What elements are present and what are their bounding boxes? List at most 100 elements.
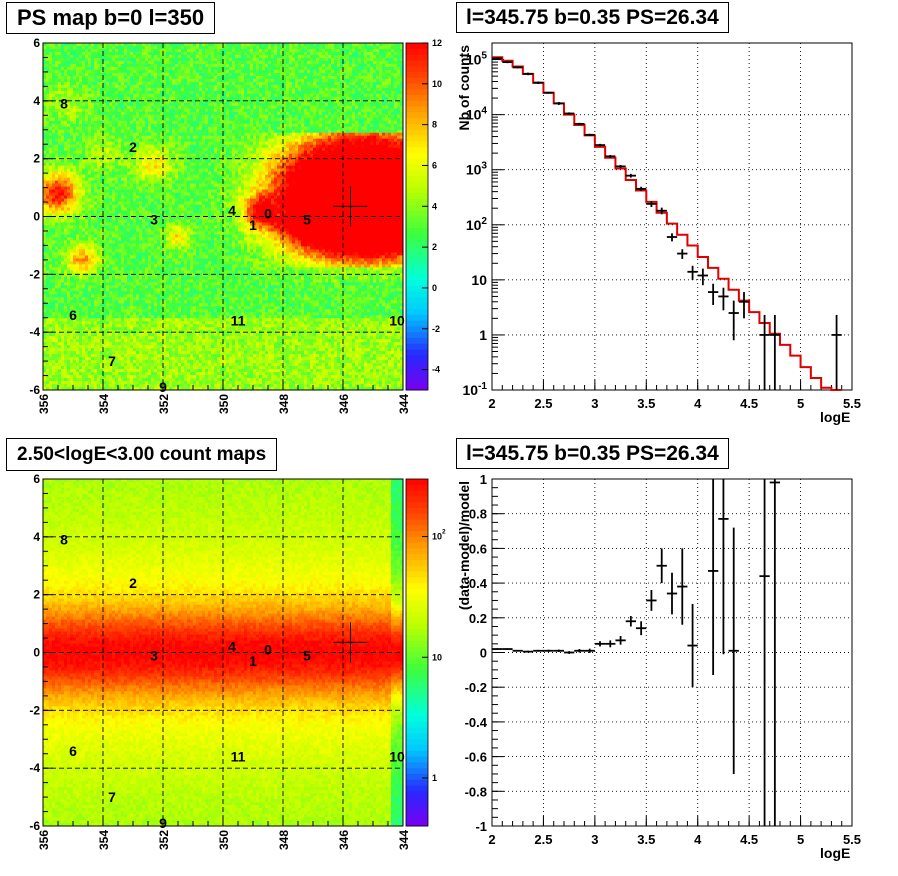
x-tick-label: 350 (217, 394, 231, 414)
y-tick-label: -2 (29, 703, 40, 717)
colorbar-tick-label: 102 (432, 529, 446, 542)
y-tick-label: -0.2 (465, 680, 487, 695)
y-tick-label: 10 (471, 272, 487, 288)
x-tick-label: 2.5 (534, 832, 552, 847)
x-tick-label: 4.5 (740, 832, 758, 847)
source-label: 1 (249, 653, 257, 669)
y-tick-label: 6 (33, 36, 40, 50)
y-tick-label: 2 (33, 588, 40, 602)
source-label: 7 (108, 789, 116, 805)
source-label: 11 (231, 749, 246, 765)
x-axis-label: logE (820, 845, 850, 861)
y-tick-label: 4 (33, 530, 40, 544)
source-label: 0 (264, 206, 272, 222)
y-tick-label: -0.6 (465, 750, 487, 765)
x-tick-label: 348 (277, 394, 291, 414)
colorbar-tick-label: -2 (432, 324, 440, 334)
x-tick-label: 352 (157, 830, 171, 850)
y-tick-label: -4 (29, 761, 40, 775)
colorbar-tick-label: 0 (432, 283, 437, 293)
y-tick-label: 10-1 (462, 381, 487, 398)
colorbar-tick-label: 2 (432, 242, 437, 252)
x-axis-label: logE (820, 409, 850, 425)
ps-map-title: PS map b=0 l=350 (6, 2, 215, 34)
source-label: 5 (303, 211, 311, 227)
source-label: 2 (129, 139, 137, 155)
x-tick-label: 3.5 (637, 832, 655, 847)
y-tick-label: 103 (466, 161, 488, 178)
source-label: 3 (150, 647, 158, 663)
source-label: 9 (159, 815, 167, 831)
source-label: 6 (69, 743, 77, 759)
x-tick-label: 2 (488, 396, 495, 411)
y-tick-label: 1 (480, 472, 487, 487)
x-tick-label: 344 (397, 394, 411, 414)
colorbar-tick-label: 12 (432, 38, 442, 48)
source-label: 4 (228, 639, 236, 655)
y-tick-label: 1 (479, 327, 487, 343)
source-label: 9 (159, 379, 167, 395)
x-tick-label: 350 (217, 830, 231, 850)
y-tick-label: -6 (29, 819, 40, 833)
y-tick-label: -4 (29, 325, 40, 339)
colorbar-tick-label: 1 (432, 773, 437, 783)
source-label: 8 (60, 532, 68, 548)
y-tick-label: -6 (29, 383, 40, 397)
y-axis-label: Nb of counts (456, 45, 472, 131)
x-tick-label: 344 (397, 830, 411, 850)
x-tick-label: 346 (337, 830, 351, 850)
source-label: 10 (389, 313, 405, 329)
colorbar-tick-label: 10 (432, 652, 442, 662)
x-tick-label: 4 (694, 832, 702, 847)
source-label: 3 (150, 211, 158, 227)
colorbar-tick-label: 4 (432, 201, 437, 211)
x-tick-label: 2.5 (534, 396, 552, 411)
source-label: 2 (129, 575, 137, 591)
y-tick-label: 2 (33, 152, 40, 166)
colorbar-tick-label: -4 (432, 365, 440, 375)
source-label: 1 (249, 217, 257, 233)
x-tick-label: 348 (277, 830, 291, 850)
y-tick-label: -2 (29, 267, 40, 281)
y-tick-label: 0 (33, 646, 40, 660)
y-tick-label: 6 (33, 472, 40, 486)
y-tick-label: 0.2 (469, 611, 487, 626)
y-tick-label: -1 (475, 819, 487, 834)
x-tick-label: 5 (797, 396, 804, 411)
colorbar (406, 43, 428, 391)
x-tick-label: 352 (157, 394, 171, 414)
colorbar (406, 479, 428, 827)
x-tick-label: 354 (97, 394, 111, 414)
x-tick-label: 3 (591, 396, 598, 411)
y-tick-label: 0 (480, 646, 487, 661)
source-label: 0 (264, 642, 272, 658)
source-label: 8 (60, 96, 68, 112)
source-label: 10 (389, 749, 405, 765)
x-tick-label: 5 (797, 832, 804, 847)
source-label: 4 (228, 203, 236, 219)
x-tick-label: 3 (591, 832, 598, 847)
count-map-title: 2.50<logE<3.00 count maps (6, 438, 277, 471)
y-tick-label: 102 (466, 216, 488, 233)
colorbar-tick-label: 6 (432, 160, 437, 170)
residual-title: l=345.75 b=0.35 PS=26.34 (456, 438, 729, 469)
source-label: 7 (108, 353, 116, 369)
y-tick-label: -0.8 (465, 784, 487, 799)
x-tick-label: 4.5 (740, 396, 758, 411)
x-tick-label: 354 (97, 830, 111, 850)
plot-frame (492, 43, 852, 390)
x-tick-label: 4 (694, 396, 702, 411)
y-tick-label: 0 (33, 210, 40, 224)
x-tick-label: 2 (488, 832, 495, 847)
source-label: 6 (69, 307, 77, 323)
y-axis-label: (data-model)/model (456, 481, 472, 610)
colorbar-tick-label: 8 (432, 120, 437, 130)
source-label: 5 (303, 647, 311, 663)
